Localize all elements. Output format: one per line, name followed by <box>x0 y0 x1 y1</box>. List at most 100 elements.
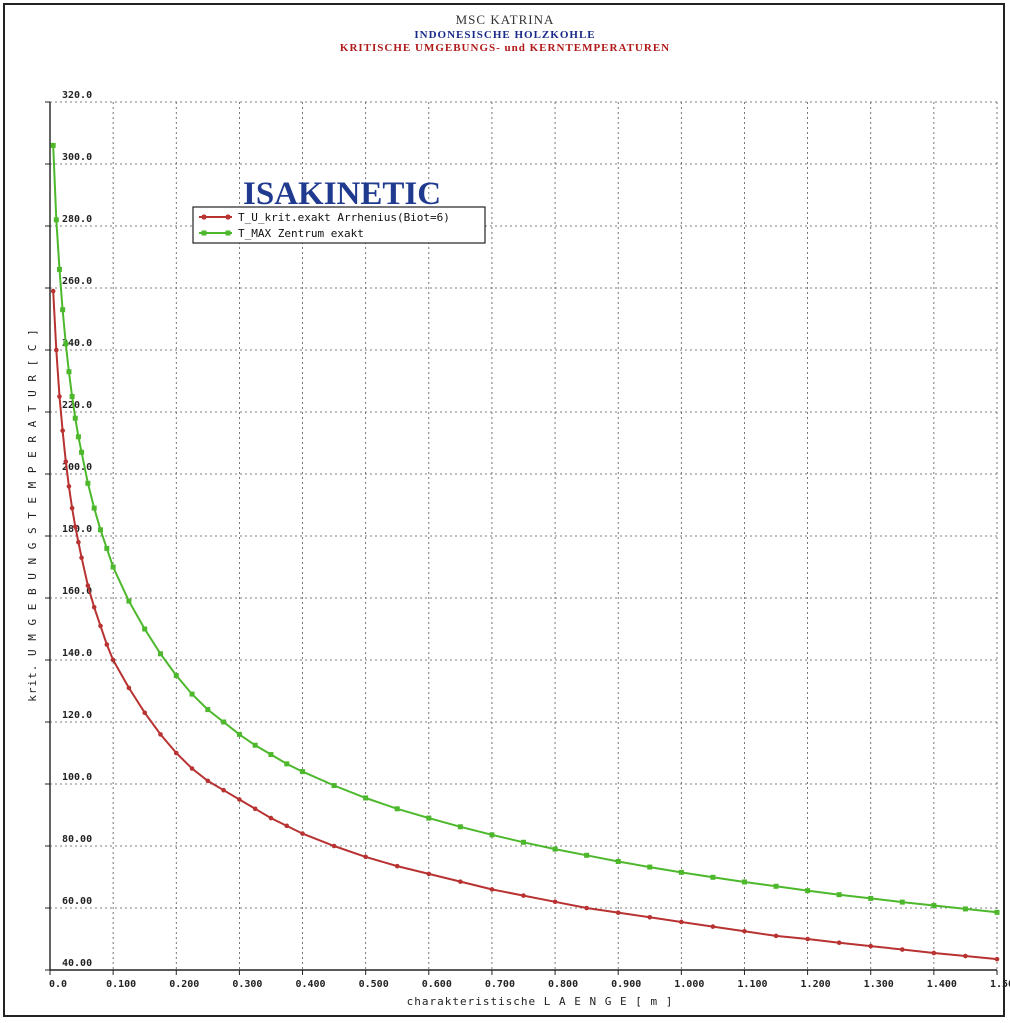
data-point <box>110 564 116 570</box>
data-point <box>868 943 874 949</box>
data-point <box>189 766 195 771</box>
data-point <box>268 815 274 821</box>
data-point <box>57 394 62 399</box>
data-point <box>521 893 526 898</box>
y-tick-label: 260.0 <box>62 276 92 287</box>
data-point <box>805 888 811 894</box>
data-point <box>300 769 306 775</box>
brand-label: ISAKINETIC <box>243 176 441 212</box>
data-point <box>50 142 56 148</box>
data-point <box>63 459 69 464</box>
y-tick-label: 60.00 <box>62 896 92 907</box>
data-point <box>142 626 148 632</box>
series-arrhenius <box>50 288 1000 962</box>
x-tick-label: 0.500 <box>359 979 389 990</box>
data-point <box>157 651 163 657</box>
data-point <box>205 707 211 713</box>
data-point <box>268 752 274 758</box>
data-point <box>742 928 747 934</box>
x-tick-label: 0.300 <box>232 979 262 990</box>
axes: 0.0 0.100 0.200 0.300 0.400 0.500 0.600 0.700 0.… <box>45 90 1010 990</box>
data-point <box>426 815 432 821</box>
data-point <box>252 742 258 748</box>
data-point <box>615 859 621 864</box>
data-point <box>98 623 103 629</box>
x-tick-label: 0.100 <box>106 979 136 990</box>
data-point <box>54 347 59 353</box>
data-point <box>91 505 97 511</box>
x-tick-label: 1.500 <box>990 979 1010 990</box>
chart-title-subject: KRITISCHE UMGEBUNGS- und KERNTEMPERATURE… <box>339 42 671 54</box>
data-point <box>521 839 526 845</box>
data-point <box>489 832 495 838</box>
y-tick-label: 100.0 <box>62 772 92 783</box>
data-point <box>252 806 258 812</box>
data-point <box>741 879 747 885</box>
x-tick-label: 0.900 <box>611 979 641 990</box>
x-tick-label: 0.0 <box>49 979 67 990</box>
data-point <box>76 539 81 545</box>
data-point <box>489 887 495 892</box>
legend-marker-arrhenius-2 <box>225 214 231 220</box>
x-tick-label: 0.800 <box>548 979 578 990</box>
data-point <box>85 583 91 588</box>
y-tick-label: 220.0 <box>62 400 92 411</box>
y-tick-label: 80.00 <box>62 834 92 845</box>
data-point <box>394 806 400 812</box>
data-point <box>331 783 337 789</box>
chart-title-vessel: MSC KATRINA <box>455 12 555 27</box>
data-point <box>79 555 84 560</box>
chart-header: MSC KATRINA INDONESISCHE HOLZKOHLE KRITI… <box>0 12 1010 54</box>
data-point <box>931 903 937 909</box>
y-tick-label: 240.0 <box>62 338 92 349</box>
data-point <box>300 831 305 836</box>
data-point <box>98 527 104 533</box>
data-point <box>284 761 290 767</box>
data-point <box>773 933 779 939</box>
x-tick-label: 1.000 <box>674 979 704 990</box>
data-point <box>104 642 110 647</box>
data-point <box>331 843 337 849</box>
x-axis-label: charakteristische L A E N G E [ m ] <box>407 995 674 1008</box>
y-tick-label: 180.0 <box>62 524 92 535</box>
data-point <box>66 369 72 375</box>
data-point <box>363 854 368 860</box>
data-point <box>63 341 69 347</box>
data-point <box>173 673 179 678</box>
data-point <box>836 892 842 898</box>
chart-title-material: INDONESISCHE HOLZKOHLE <box>414 29 596 41</box>
data-point <box>647 915 653 920</box>
y-tick-label: 280.0 <box>62 214 92 225</box>
chart-frame <box>3 3 1005 1017</box>
legend-label-tmax: T_MAX Zentrum exakt <box>238 227 364 240</box>
data-point <box>69 394 75 399</box>
data-point <box>221 719 227 725</box>
data-point <box>426 871 432 877</box>
data-point <box>394 863 400 869</box>
data-point <box>60 428 65 433</box>
data-point <box>458 879 463 884</box>
data-point <box>963 953 968 959</box>
series-tmax <box>50 142 1000 915</box>
data-point <box>899 899 905 905</box>
data-point <box>647 864 653 870</box>
data-point <box>91 605 97 610</box>
y-axis-label: krit. U M G E B U N G S T E M P E R A T … <box>26 328 39 702</box>
data-point <box>552 846 558 852</box>
data-point <box>284 823 290 829</box>
data-point <box>205 778 211 784</box>
x-tick-label: 0.700 <box>485 979 515 990</box>
data-point <box>189 691 195 697</box>
series-layer <box>50 142 1000 962</box>
x-tick-label: 1.100 <box>737 979 767 990</box>
data-point <box>994 956 1000 962</box>
data-point <box>552 899 558 905</box>
data-point <box>53 217 59 223</box>
data-point <box>962 906 968 912</box>
data-point <box>457 824 463 830</box>
x-tick-label: 0.200 <box>169 979 199 990</box>
data-point <box>868 895 874 901</box>
legend-box <box>192 206 486 244</box>
y-tick-label: 200.0 <box>62 462 92 473</box>
